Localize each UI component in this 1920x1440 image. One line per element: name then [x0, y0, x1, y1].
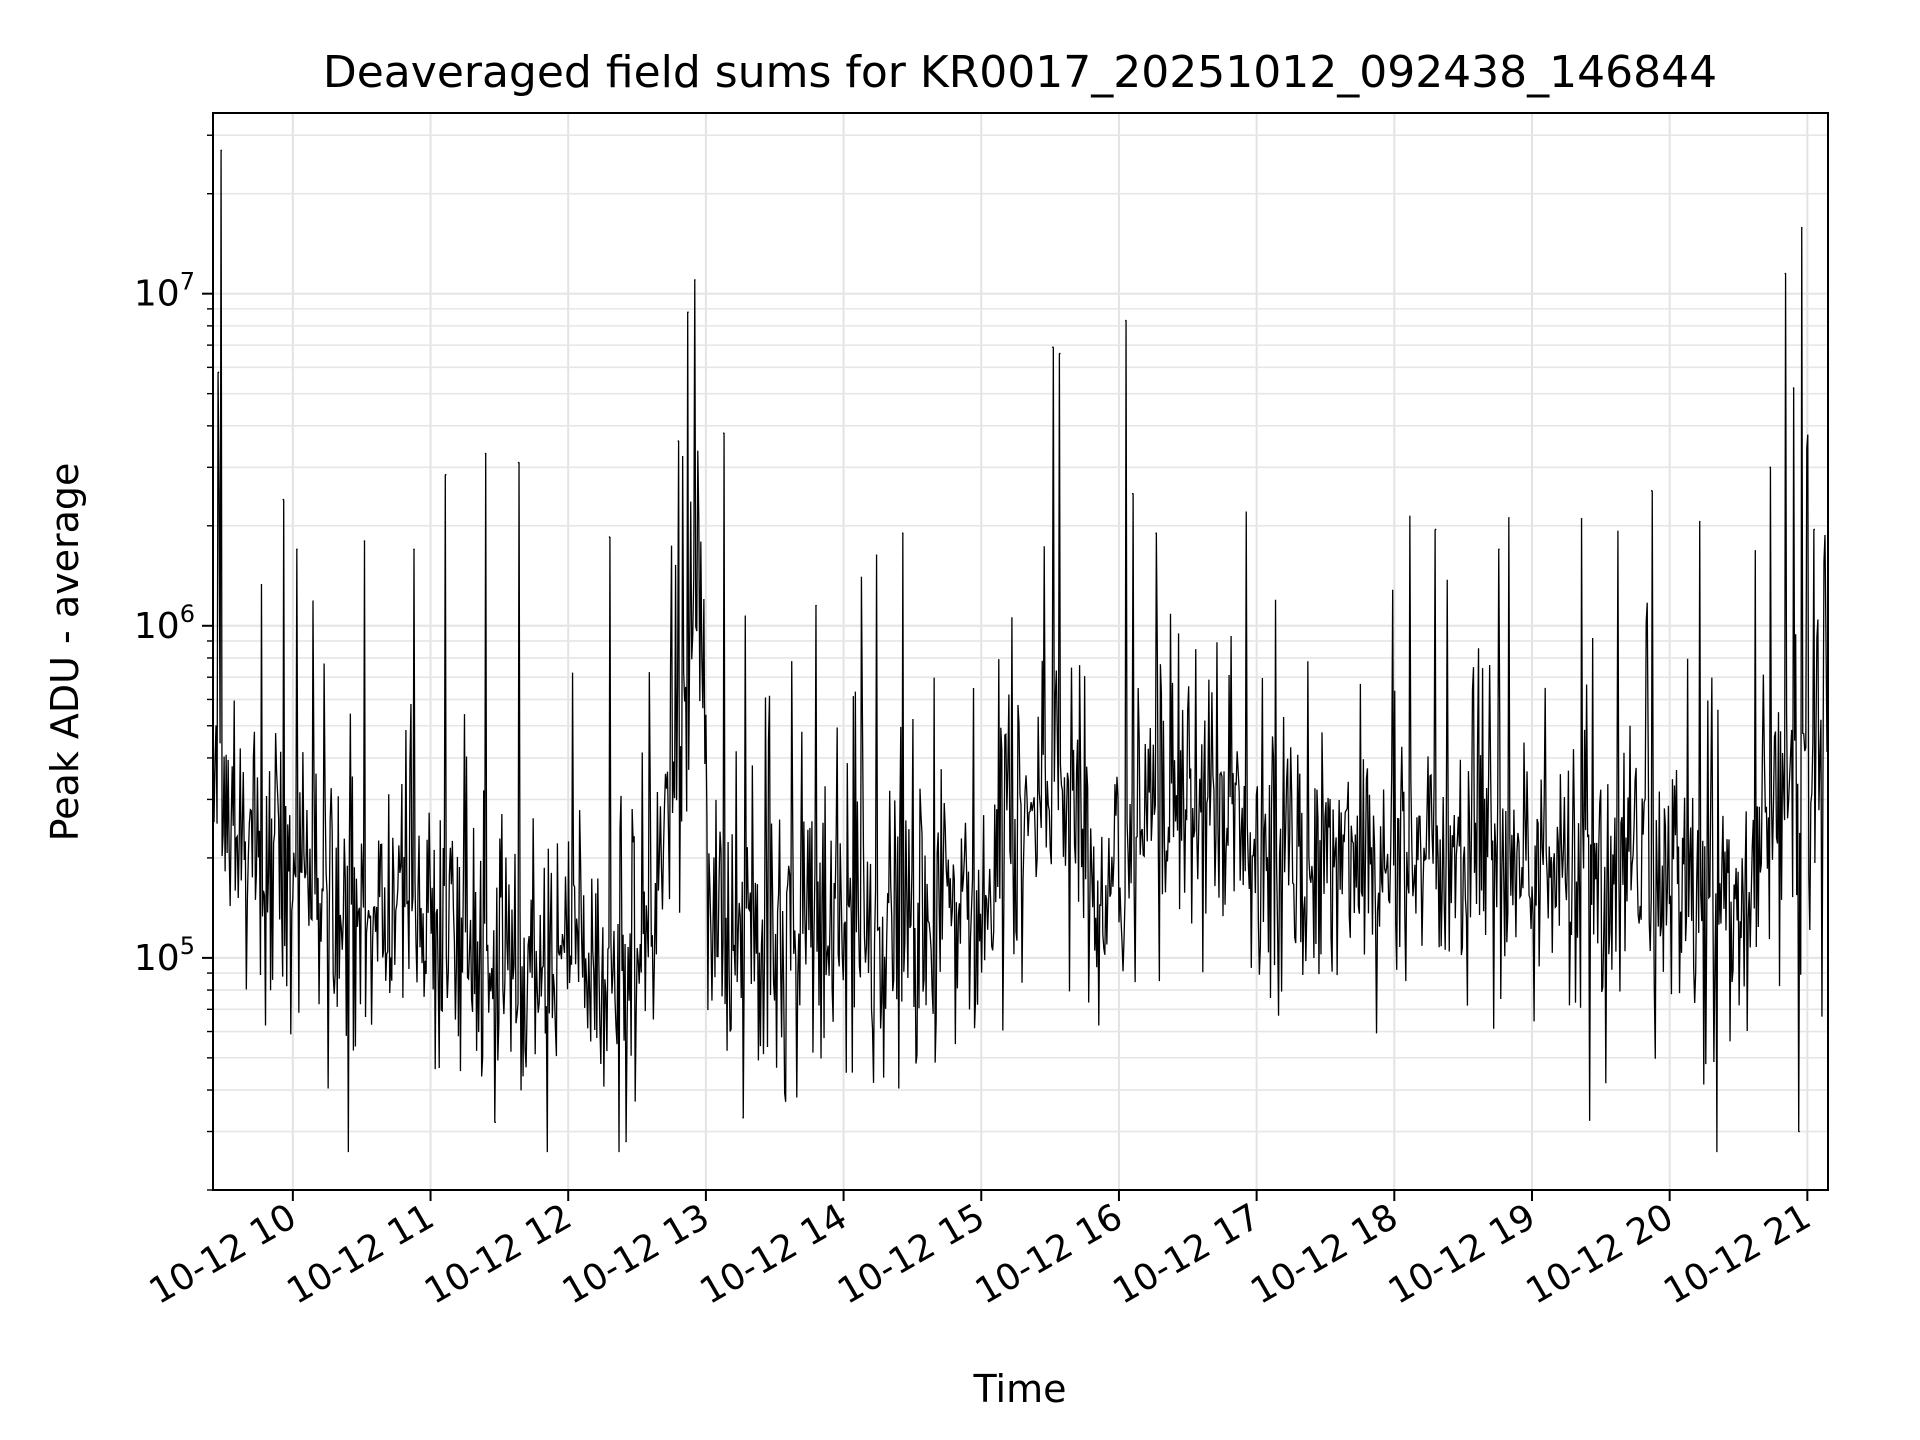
spike-point — [1801, 226, 1803, 229]
spike-point — [1155, 532, 1157, 535]
x-tick-label: 10-12 16 — [969, 1196, 1130, 1312]
y-axis-label: Peak ADU - average — [43, 463, 87, 842]
y-tick-base: 10 — [134, 606, 180, 647]
spike-point — [694, 279, 696, 281]
x-tick-label: 10-12 13 — [556, 1196, 717, 1312]
spike-point — [1650, 489, 1653, 492]
x-tick-label: 10-12 21 — [1657, 1196, 1818, 1312]
dip-point — [1798, 1130, 1800, 1133]
spike-point — [1769, 466, 1771, 469]
grid — [213, 113, 1828, 1191]
spike-point — [1784, 272, 1787, 275]
dip-point — [625, 1140, 627, 1143]
spike-point — [517, 461, 520, 464]
spike-point — [1580, 517, 1583, 520]
spike-point — [1052, 346, 1054, 349]
chart-title: Deaveraged field sums for KR0017_2025101… — [323, 47, 1717, 98]
y-tick-label: 105 — [134, 932, 195, 979]
x-tick-label: 10-12 14 — [693, 1196, 854, 1312]
data-layer — [212, 149, 1829, 1153]
y-tick-base: 10 — [134, 938, 180, 979]
x-tick-label: 10-12 15 — [831, 1196, 992, 1312]
spike-point — [1813, 528, 1816, 531]
spike-point — [1131, 492, 1134, 495]
x-tick-label: 10-12 20 — [1519, 1196, 1680, 1312]
spike-point — [444, 473, 447, 476]
spike-point — [815, 604, 817, 607]
x-tick-label: 10-12 18 — [1244, 1196, 1405, 1312]
x-tick-label: 10-12 12 — [418, 1196, 579, 1312]
spike-point — [413, 548, 415, 551]
y-tick-label: 106 — [134, 600, 195, 647]
spike-point — [1792, 387, 1795, 389]
plot-frame — [212, 112, 1829, 1191]
dip-point — [494, 1121, 497, 1124]
dip-point — [742, 1116, 744, 1119]
spike-point — [1058, 352, 1061, 355]
y-tick-base: 10 — [134, 274, 180, 315]
y-tick-exponent: 5 — [180, 932, 195, 960]
spike-point — [1434, 528, 1437, 531]
spike-point — [608, 536, 611, 538]
x-tick-label: 10-12 11 — [280, 1196, 441, 1312]
spike-point — [1498, 548, 1500, 551]
spike-point — [220, 149, 223, 152]
x-tick-label: 10-12 10 — [143, 1196, 304, 1312]
x-tick-label: 10-12 17 — [1106, 1196, 1267, 1312]
spike-point — [722, 432, 725, 435]
spike-point — [1125, 319, 1127, 322]
spike-point — [677, 440, 680, 442]
spike-point — [282, 498, 285, 501]
spike-point — [901, 532, 904, 535]
spike-point — [687, 311, 689, 313]
x-axis-label: Time — [973, 1367, 1067, 1411]
spike-point — [363, 540, 366, 542]
y-tick-exponent: 6 — [180, 600, 195, 628]
x-tick-label: 10-12 19 — [1382, 1196, 1543, 1312]
y-tick-label: 107 — [134, 268, 195, 315]
y-tick-exponent: 7 — [180, 268, 195, 296]
spike-point — [217, 371, 220, 374]
spike-point — [484, 452, 487, 455]
series-line — [212, 150, 1829, 1153]
spike-point — [296, 548, 298, 551]
